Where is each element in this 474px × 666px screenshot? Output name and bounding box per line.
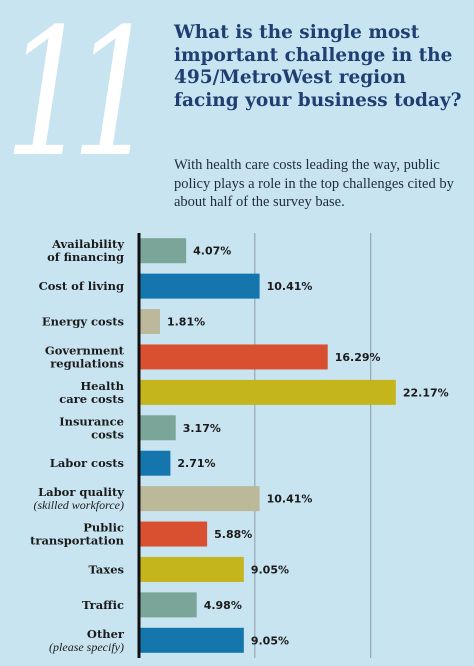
category-label: regulations xyxy=(50,356,124,370)
category-label: Government xyxy=(45,343,125,357)
bar xyxy=(139,415,176,441)
bar xyxy=(139,344,328,370)
category-label: Taxes xyxy=(88,562,124,576)
category-label: Cost of living xyxy=(39,279,124,293)
category-label: costs xyxy=(91,427,124,441)
category-label: Insurance xyxy=(59,414,124,428)
bar xyxy=(139,309,160,335)
bar xyxy=(139,379,396,405)
data-label: 3.17% xyxy=(183,422,221,435)
bar xyxy=(139,273,260,299)
chart-title: What is the single most important challe… xyxy=(174,22,462,111)
data-label: 4.07% xyxy=(193,245,231,258)
data-label: 9.05% xyxy=(251,563,289,576)
data-label: 22.17% xyxy=(403,386,449,399)
category-label: care costs xyxy=(59,392,124,406)
data-label: 1.81% xyxy=(167,316,205,329)
bar xyxy=(139,592,197,618)
category-label: Availability xyxy=(51,237,124,251)
question-number: 11 xyxy=(4,0,158,196)
data-label: 5.88% xyxy=(214,528,252,541)
category-label: Labor quality xyxy=(38,485,124,499)
category-note: (skilled workforce) xyxy=(33,498,124,512)
bar xyxy=(139,556,244,582)
category-label: Other xyxy=(87,627,125,641)
category-note: (please specify) xyxy=(49,640,124,654)
chart-subtitle: With health care costs leading the way, … xyxy=(174,157,454,210)
data-label: 10.41% xyxy=(267,493,313,506)
data-label: 4.98% xyxy=(204,599,242,612)
category-label: of financing xyxy=(47,250,124,264)
data-label: 16.29% xyxy=(335,351,381,364)
category-label: Public xyxy=(83,521,124,535)
category-label: transportation xyxy=(30,534,125,548)
category-label: Energy costs xyxy=(42,315,124,329)
bar xyxy=(139,521,208,547)
bar xyxy=(139,238,187,264)
category-label: Health xyxy=(80,379,124,393)
category-label: Traffic xyxy=(82,598,124,612)
bar xyxy=(139,450,171,476)
data-label: 9.05% xyxy=(251,634,289,647)
data-label: 2.71% xyxy=(177,457,215,470)
bar xyxy=(139,627,244,653)
bar xyxy=(139,486,260,512)
data-label: 10.41% xyxy=(267,280,313,293)
category-label: Labor costs xyxy=(50,456,124,470)
